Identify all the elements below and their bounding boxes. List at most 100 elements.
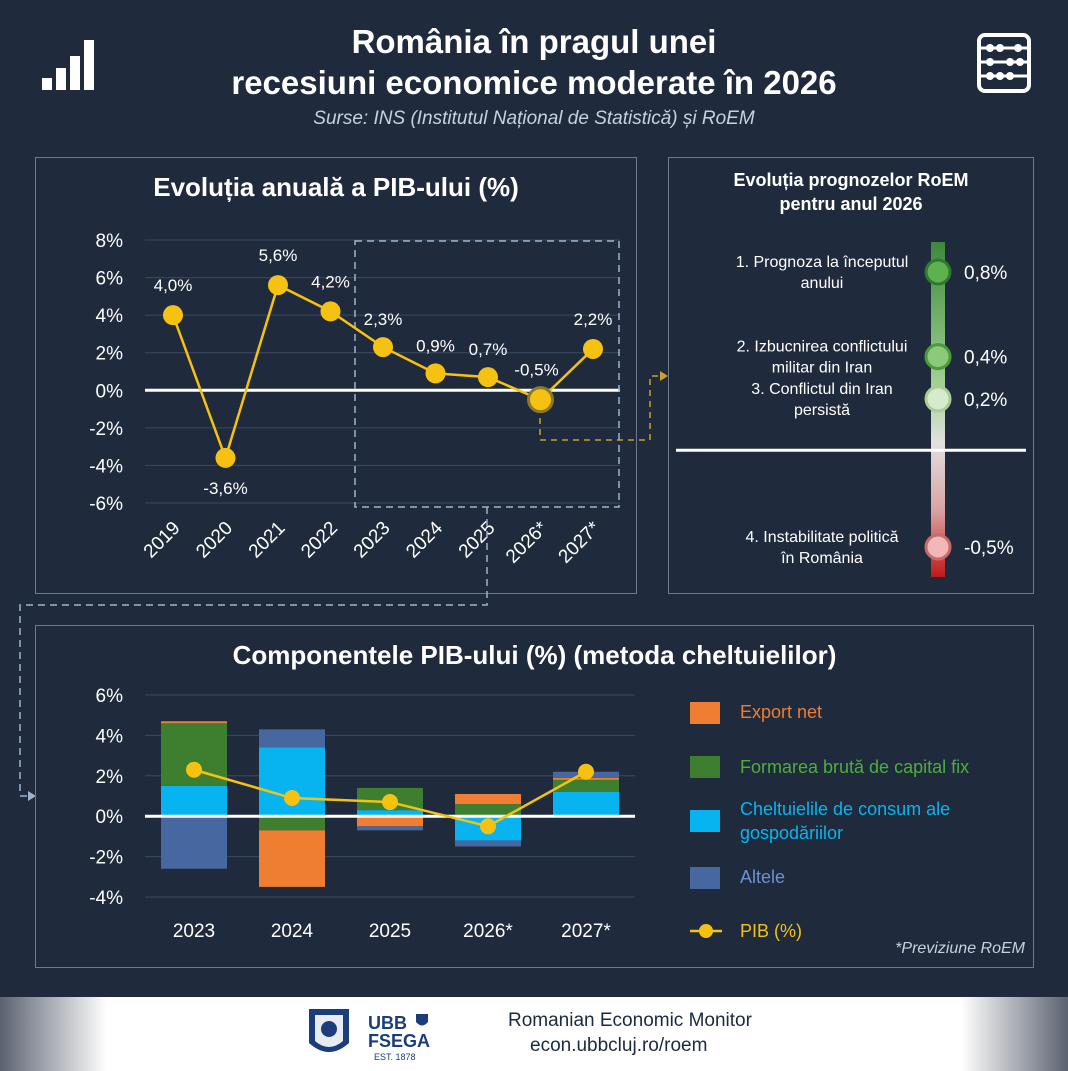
abacus-icon <box>976 32 1032 94</box>
legend-marker-pib <box>690 924 722 938</box>
gdp-point <box>320 301 341 322</box>
bar-segment <box>357 810 423 817</box>
gdp-point <box>425 363 446 384</box>
bar-segment <box>357 816 423 827</box>
y-tick-label: -4% <box>89 888 123 909</box>
forecast-scenario-label: persistă <box>794 402 850 419</box>
gdp-data-label: 5,6% <box>259 246 298 265</box>
page-title-line1: România în pragul unei <box>351 23 717 60</box>
y-tick-label: 2% <box>96 767 124 788</box>
legend-swatch-altele <box>690 867 720 889</box>
bar-segment <box>259 830 325 887</box>
forecast-point <box>924 343 952 371</box>
x-tick-label: 2025 <box>369 921 411 942</box>
x-tick-label: 2026* <box>463 921 513 942</box>
forecast-panel <box>668 157 1034 594</box>
y-tick-label: 4% <box>96 306 124 327</box>
legend-label-altele: Altele <box>740 867 786 887</box>
bar-segment <box>553 791 619 817</box>
legend-label-consum-2: gospodăriilor <box>740 823 844 843</box>
legend-swatch-fbcf <box>690 756 720 778</box>
gdp-line-chart: 8%6%4%2%0%-2%-4%-6%2019 2020 2021 2022 2023 2… <box>89 231 620 568</box>
components-bar-chart: 6% 4% 2% 0% -2% -4% 2023 2024 2025 2026* 2027* <box>89 686 635 942</box>
legend-label-pib: PIB (%) <box>740 921 803 941</box>
y-tick-label: 6% <box>96 269 124 290</box>
x-tick-label: 2024 <box>271 921 314 942</box>
gdp-point <box>215 447 236 468</box>
components-title: Componentele PIB-ului (%) (metoda cheltu… <box>232 640 837 670</box>
gdp-point <box>480 818 496 835</box>
gdp-point <box>527 386 554 414</box>
legend-label-export: Export net <box>740 702 823 722</box>
forecast-title-line2: pentru anul 2026 <box>779 194 923 214</box>
university-seal-logo <box>305 1003 353 1065</box>
footer <box>0 997 1068 1071</box>
forecast-scenario-label: 4. Instabilitate politică <box>746 529 899 546</box>
forecast-scenario-label: militar din Iran <box>772 360 872 377</box>
gdp-point <box>284 790 300 807</box>
gdp-data-label: 2,2% <box>574 310 613 329</box>
forecast-scenario-label: 2. Izbucnirea conflictului <box>737 339 908 356</box>
connector-arrow <box>28 791 36 801</box>
x-tick-label: 2027* <box>561 921 611 942</box>
forecast-title-line1: Evoluția prognozelor RoEM <box>733 170 969 190</box>
gdp-data-label: 4,2% <box>311 272 350 291</box>
ubb-logo-emblem <box>414 1012 430 1030</box>
gdp-data-label: 4,0% <box>154 276 193 295</box>
gdp-annual-panel <box>35 157 637 594</box>
y-tick-label: -6% <box>89 494 123 515</box>
dashed-connectors <box>19 371 668 801</box>
bar-segment <box>259 729 325 748</box>
bar-segment <box>455 840 521 847</box>
gdp-data-label: 0,7% <box>469 340 508 359</box>
forecast-scenario-label: în România <box>780 550 863 567</box>
bar-segment <box>161 785 227 817</box>
footer-url: econ.ubbcluj.ro/roem <box>530 1035 708 1056</box>
gdp-point <box>382 794 398 811</box>
forecast-scenario-label: 1. Prognoza la începutul <box>736 254 909 271</box>
bar-segment <box>455 804 521 817</box>
gdp-point <box>478 367 498 388</box>
ubb-logo-line2: FSEGA <box>368 1031 431 1051</box>
y-tick-label: 8% <box>96 231 124 252</box>
forecast-point <box>924 533 952 561</box>
connector-arrow <box>660 371 668 381</box>
gdp-data-label: 0,9% <box>416 336 455 355</box>
gdp-point <box>583 338 603 359</box>
gdp-data-label: -0,5% <box>514 361 558 380</box>
forecast-value-label: -0,5% <box>964 538 1014 559</box>
gdp-point <box>373 337 393 358</box>
x-tick-label: 2023 <box>173 921 215 942</box>
bar-chart-icon <box>40 38 96 92</box>
page-title-line2: recesiuni economice moderate în 2026 <box>231 64 837 101</box>
legend-swatch-consum <box>690 810 720 832</box>
forecast-chart: 0,8% 1. Prognoza la începutul anului 0,4% 2.… <box>676 242 1026 577</box>
gdp-point <box>163 305 183 326</box>
y-tick-label: 0% <box>96 381 124 402</box>
bar-segment <box>161 721 227 724</box>
gdp-point <box>268 275 288 296</box>
gdp-annual-title: Evoluția anuală a PIB-ului (%) <box>153 172 519 202</box>
bar-segment <box>161 816 227 869</box>
bar-segment <box>553 779 619 792</box>
forecast-value-label: 0,8% <box>964 263 1007 284</box>
y-tick-label: -2% <box>89 419 123 440</box>
connector-to-components <box>19 507 488 797</box>
legend-label-consum-1: Cheltuielile de consum ale <box>740 799 951 819</box>
ubb-logo-line1: UBB <box>368 1013 407 1033</box>
forecast-value-label: 0,4% <box>964 348 1007 369</box>
gdp-data-label: 2,3% <box>364 310 403 329</box>
y-tick-label: -4% <box>89 456 123 477</box>
forecast-scenario-label: anului <box>801 275 844 292</box>
y-tick-label: 2% <box>96 344 124 365</box>
forecast-point <box>924 385 952 413</box>
y-tick-label: 6% <box>96 686 124 707</box>
legend-label-fbcf: Formarea brută de capital fix <box>740 757 970 777</box>
page-subtitle: Surse: INS (Institutul Național de Stati… <box>313 108 755 129</box>
forecast-scenario-label: 3. Conflictul din Iran <box>751 381 892 398</box>
bar-segment <box>455 793 521 805</box>
gdp-point <box>186 761 202 778</box>
y-tick-label: 0% <box>96 807 124 828</box>
ubb-logo-est: EST. 1878 <box>374 1052 416 1062</box>
bar-segment <box>357 826 423 831</box>
